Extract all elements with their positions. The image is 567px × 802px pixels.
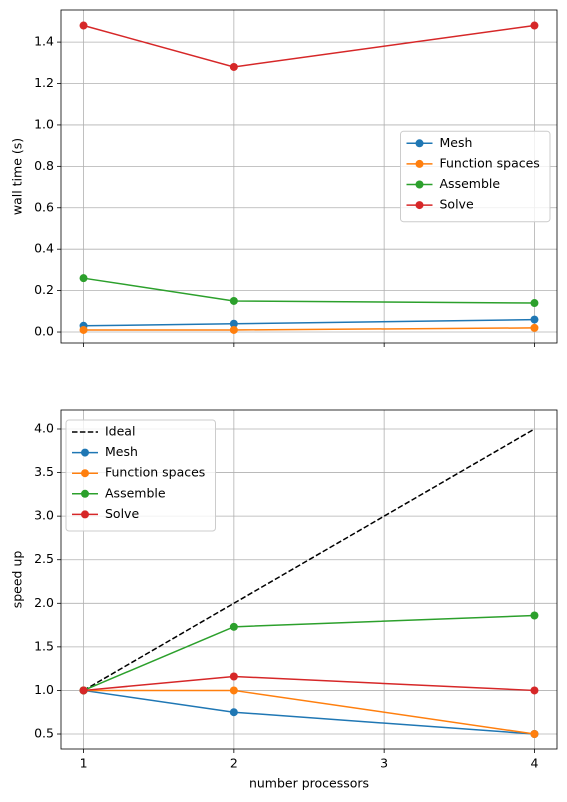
legend-marker <box>415 139 424 148</box>
legend-box <box>400 130 551 223</box>
legend-label: Solve <box>440 197 474 212</box>
legend-label: Assemble <box>440 176 501 191</box>
legend-label: Assemble <box>105 485 166 500</box>
marker <box>229 319 238 328</box>
legend-marker <box>81 510 89 519</box>
marker <box>530 611 539 620</box>
legend-label: Function spaces <box>105 465 205 480</box>
legend-marker <box>415 180 424 189</box>
legend-label: Mesh <box>440 135 473 150</box>
marker <box>229 686 238 695</box>
series-line <box>83 614 535 692</box>
marker <box>79 325 88 334</box>
y-tick-label: 1.2 <box>34 75 54 90</box>
y-tick-label: 2.5 <box>34 551 54 566</box>
legend-label: Mesh <box>105 444 138 459</box>
y-axis-label: wall time (s) <box>10 138 25 215</box>
y-tick-label: 1.0 <box>34 116 54 131</box>
y-tick-label: 1.5 <box>34 638 54 653</box>
x-tick-label: 2 <box>230 756 238 771</box>
legend-label: Function spaces <box>440 155 540 170</box>
legend-marker <box>81 448 89 457</box>
marker <box>530 323 539 332</box>
marker <box>530 315 539 324</box>
x-tick-label: 4 <box>530 756 538 771</box>
series-line <box>83 689 535 735</box>
marker <box>530 299 539 308</box>
marker <box>79 21 88 30</box>
marker <box>530 730 539 739</box>
legend-box <box>65 419 216 532</box>
marker <box>229 622 238 631</box>
y-tick-label: 3.0 <box>34 508 54 523</box>
y-tick-label: 0.5 <box>34 726 54 741</box>
marker <box>79 274 88 283</box>
legend-marker <box>415 159 424 168</box>
series-line <box>83 689 535 735</box>
y-tick-label: 2.0 <box>34 595 54 610</box>
marker <box>530 21 539 30</box>
marker <box>79 686 88 695</box>
marker <box>229 296 238 305</box>
y-tick-label: 0.6 <box>34 199 54 214</box>
axes-frame <box>60 9 558 344</box>
series-line <box>83 428 535 692</box>
y-tick-label: 4.0 <box>34 420 54 435</box>
x-tick-label: 3 <box>380 756 388 771</box>
x-tick-label: 1 <box>80 756 88 771</box>
y-tick-label: 0.4 <box>34 241 54 256</box>
marker <box>530 686 539 695</box>
legend: Mesh Function spaces Assemble Solve <box>400 130 551 223</box>
series-line <box>83 327 535 331</box>
y-tick-label: 1.0 <box>34 682 54 697</box>
legend: Ideal Mesh Function spaces Assemble Solve <box>65 419 216 532</box>
series-line <box>83 318 535 327</box>
marker <box>229 62 238 71</box>
marker <box>229 672 238 681</box>
marker <box>229 708 238 717</box>
series-line <box>83 675 535 692</box>
legend-marker <box>81 489 89 498</box>
series-line <box>83 24 535 68</box>
y-tick-label: 1.4 <box>34 34 54 49</box>
axes-frame <box>60 409 558 750</box>
legend-label: Ideal <box>105 424 135 439</box>
legend-label: Solve <box>105 506 139 521</box>
y-tick-label: 0.8 <box>34 158 54 173</box>
legend-marker <box>415 201 424 210</box>
y-tick-label: 0.0 <box>34 324 54 339</box>
legend-marker <box>81 469 89 478</box>
y-axis-label: speed up <box>10 551 25 609</box>
y-tick-label: 0.2 <box>34 282 54 297</box>
x-axis-label: number processors <box>249 776 369 791</box>
y-tick-label: 3.5 <box>34 464 54 479</box>
marker <box>229 325 238 334</box>
